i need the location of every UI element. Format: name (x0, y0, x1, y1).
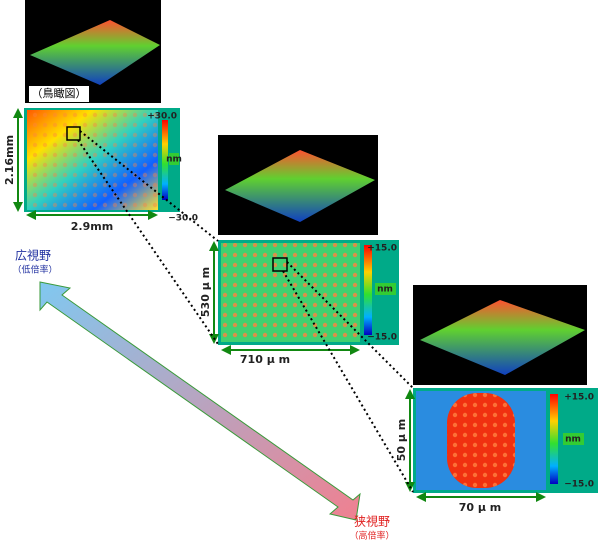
height-label: 2.16mm (3, 135, 16, 185)
terrain-1 (30, 20, 160, 85)
scale-unit: nm (377, 285, 393, 295)
scale-max: +30.0 (147, 112, 177, 122)
wide-field-label: 広視野 (15, 248, 51, 263)
scale-unit: nm (565, 435, 581, 445)
wide-field-sublabel: （低倍率） (12, 264, 57, 276)
height-label: 530 μ m (199, 267, 212, 317)
view-label: （鳥瞰図） (32, 86, 87, 100)
scale-unit: nm (166, 155, 182, 165)
height-label: 50 μ m (395, 419, 408, 462)
scale-min: −15.0 (564, 480, 594, 490)
width-label: 2.9mm (71, 220, 113, 233)
narrow-field-label: 狭視野 (354, 514, 390, 529)
width-label: 710 μ m (240, 353, 290, 366)
scale-min: −30.0 (168, 214, 198, 224)
zoom-lines (77, 130, 414, 493)
scale-max: +15.0 (367, 244, 397, 254)
scale-max: +15.0 (564, 393, 594, 403)
narrow-field-sublabel: （高倍率） (349, 530, 394, 542)
width-label: 70 μ m (459, 501, 502, 514)
scale-min: −15.0 (367, 333, 397, 343)
magnification-arrow (39, 281, 361, 521)
